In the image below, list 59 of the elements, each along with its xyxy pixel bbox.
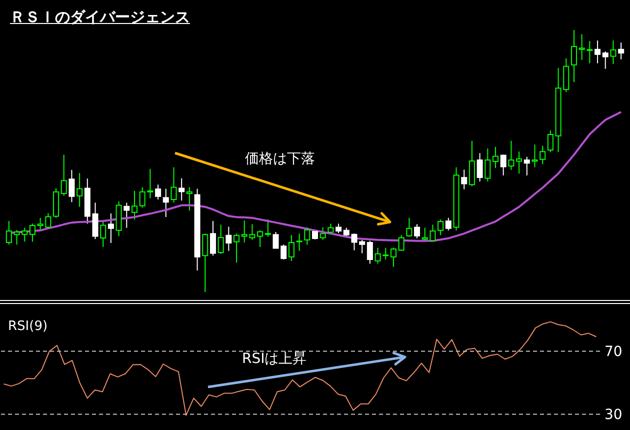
candlestick <box>178 178 185 202</box>
candlestick <box>610 40 616 65</box>
candlestick <box>76 172 83 208</box>
candlestick <box>304 226 310 246</box>
candlestick <box>234 233 240 264</box>
candlestick <box>226 226 232 252</box>
candlestick <box>131 190 138 220</box>
candlestick <box>60 154 67 196</box>
candlestick <box>492 146 499 169</box>
candlestick <box>124 202 130 228</box>
candlestick <box>29 223 36 242</box>
candlestick <box>100 221 106 248</box>
candlestick <box>155 184 162 200</box>
candlestick <box>257 230 264 248</box>
candlestick <box>162 188 169 218</box>
candlestick <box>210 220 216 256</box>
candlestick <box>336 223 342 234</box>
y-tick-label: 70 <box>604 344 622 360</box>
candlestick <box>438 218 444 236</box>
candlestick <box>390 247 396 268</box>
candlestick <box>6 220 12 246</box>
candlestick <box>414 224 420 239</box>
candlestick <box>170 166 177 204</box>
candlestick <box>468 140 475 187</box>
candlestick <box>570 30 577 83</box>
annotation: 価格は下落 <box>245 150 315 168</box>
candlestick <box>92 202 98 240</box>
candlestick <box>532 144 538 168</box>
candlestick <box>296 233 302 252</box>
candlestick <box>320 226 326 240</box>
line-series <box>3 321 597 416</box>
candlestick <box>202 233 208 292</box>
candlestick <box>508 140 514 170</box>
candlestick <box>218 224 224 255</box>
candlestick <box>602 50 608 70</box>
candlestick <box>68 169 75 203</box>
candlestick <box>516 151 522 174</box>
candlestick <box>594 40 601 64</box>
candlestick <box>618 42 624 60</box>
candlestick <box>500 154 506 176</box>
chart-title: ＲＳＩのダイバージェンス <box>10 8 190 27</box>
candlestick <box>484 148 491 182</box>
candlestick <box>547 130 554 153</box>
candlestick <box>540 145 546 165</box>
annotation: RSIは上昇 <box>242 350 307 368</box>
candlestick <box>359 239 366 254</box>
text: RSI(9) <box>8 319 48 334</box>
y-tick-label: 30 <box>604 406 622 423</box>
candlestick <box>186 186 192 212</box>
candlestick <box>476 152 483 182</box>
candlestick <box>366 240 373 264</box>
candlestick <box>398 234 404 252</box>
candlestick <box>406 217 412 238</box>
candlestick <box>445 217 452 231</box>
candlestick <box>461 169 468 190</box>
candlestick <box>288 234 294 262</box>
candlestick <box>524 156 530 176</box>
candlestick <box>108 212 114 244</box>
candlestick <box>264 218 271 238</box>
